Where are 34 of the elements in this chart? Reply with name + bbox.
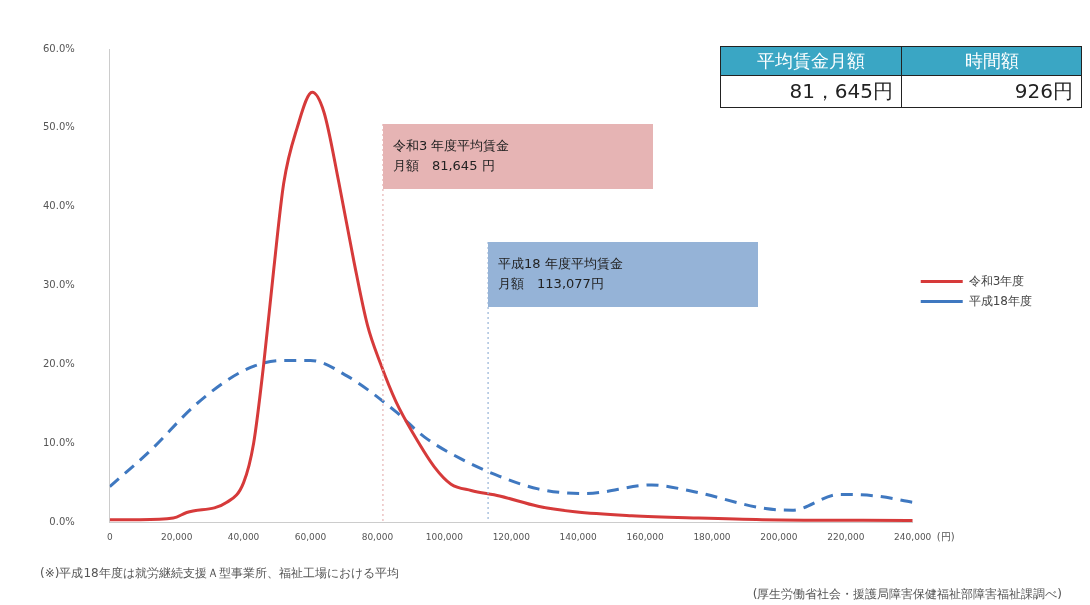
annotation: 81，645円 xyxy=(720,75,902,108)
y-tick-label: 30.0% xyxy=(42,279,75,291)
legend-label: 平成18年度 xyxy=(968,293,1033,308)
x-tick-label: 240,000 xyxy=(894,531,932,542)
y-tick-label: 60.0% xyxy=(42,42,75,54)
callout-box: 令和3 年度平均賃金月額 81,645 円 xyxy=(382,124,653,189)
y-tick-label: 40.0% xyxy=(42,200,75,212)
category-label: 時間額 xyxy=(901,46,1082,76)
x-tick-label: 40,000 xyxy=(227,531,260,542)
legend-label: 令和3年度 xyxy=(968,273,1025,288)
text: (厚生労働省社会・援護局障害保健福祉部障害福祉課調べ) xyxy=(751,586,1063,603)
x-tick-label: 20,000 xyxy=(160,531,193,542)
x-tick-label: 160,000 xyxy=(626,531,664,542)
callout-box: 平成18 年度平均賃金月額 113,077円 xyxy=(488,242,759,307)
ref-line-label: 平成18 年度平均賃金月額 113,077円 xyxy=(498,255,624,293)
x-axis-title: (円) xyxy=(936,530,955,542)
x-tick-label: 60,000 xyxy=(294,531,327,542)
x-tick-label: 180,000 xyxy=(693,531,731,542)
line-series xyxy=(109,358,913,512)
x-tick-label: 220,000 xyxy=(827,531,865,542)
y-tick-label: 20.0% xyxy=(42,357,75,369)
x-tick-label: 120,000 xyxy=(492,531,531,542)
text: 926円 xyxy=(901,75,1082,108)
x-tick-label: 100,000 xyxy=(425,531,464,542)
x-tick-label: 200,000 xyxy=(760,531,798,542)
x-tick-label: 80,000 xyxy=(361,531,394,542)
y-tick-label: 0.0% xyxy=(49,515,75,527)
y-tick-label: 50.0% xyxy=(42,121,75,133)
ref-line-label: 令和3 年度平均賃金月額 81,645 円 xyxy=(392,137,511,175)
category-label: 平均賃金月額 xyxy=(720,46,902,76)
y-tick-label: 10.0% xyxy=(42,436,75,448)
x-tick-label: 140,000 xyxy=(559,531,598,542)
x-tick-label: 0 xyxy=(106,531,113,542)
text: (※)平成18年度は就労継続支援Ａ型事業所、福祉工場における平均 xyxy=(39,565,400,582)
